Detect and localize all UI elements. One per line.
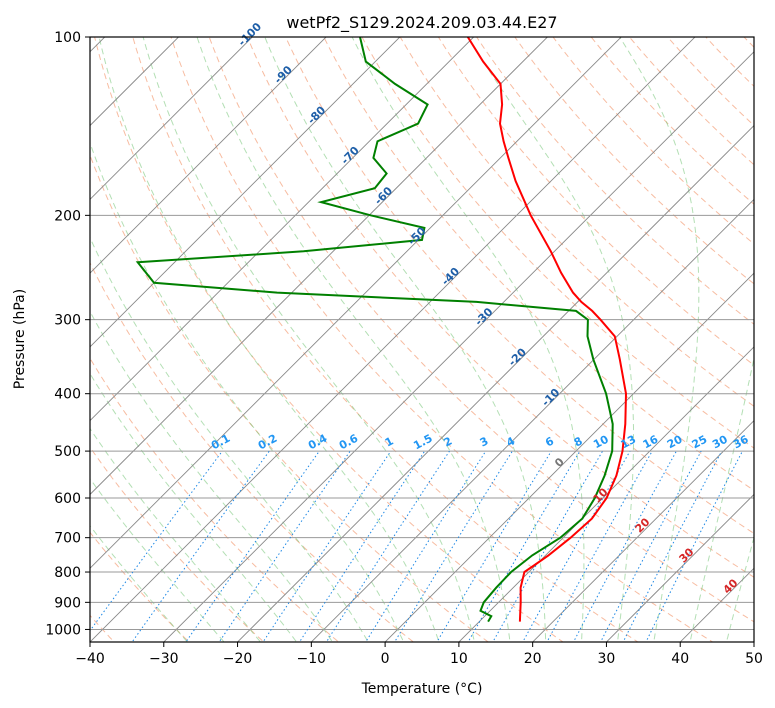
mixing-ratio-label: 25 [690,433,710,452]
moist-adiabat [90,372,298,642]
moist-adiabat [619,37,700,642]
y-axis: 1000 900 800 700 600 500 400 300 200 100 [45,30,90,638]
isotherm-line [90,37,253,200]
y-tick-label: 1000 [45,622,81,638]
y-tick-label: 500 [54,444,81,460]
y-tick-label: 200 [54,208,81,224]
isotherm-line [90,37,327,274]
isotherm-line [532,420,754,642]
moist-adiabat [90,141,405,642]
y-tick-label: 100 [54,30,81,46]
moist-adiabat [467,37,634,642]
mixing-ratio-label: 10 [591,433,611,452]
x-tick-label: −40 [75,651,105,667]
mixing-ratio-line [436,450,552,642]
moist-adiabat [351,37,585,642]
moist-adiabat [725,535,754,642]
mixing-ratio-line [492,450,604,642]
dry-adiabat [437,37,754,366]
mixing-ratio-line [394,450,513,642]
moist-adiabat [90,310,334,642]
mixing-ratio-line [365,450,487,642]
moist-adiabat [90,236,369,642]
moist-adiabat [142,37,476,642]
mixing-ratio-label: 20 [665,433,685,452]
mixing-ratio-line [90,450,223,632]
mixing-ratio-label: 36 [731,433,751,452]
chart-title: wetPf2_S129.2024.209.03.44.E27 [286,13,557,33]
isotherm-line [90,37,622,569]
x-tick-label: 10 [450,651,468,667]
dry-adiabat [170,37,714,642]
dry-adiabat [246,37,754,578]
isotherm-line [90,37,475,422]
mixing-ratio-line [546,450,653,642]
y-tick-label: 300 [54,313,81,329]
plot-frame [89,36,755,643]
mixing-ratio-line [262,450,392,642]
y-axis-label: Pressure (hPa) [12,289,28,389]
moist-adiabat [90,427,262,642]
x-tick-label: 30 [598,651,616,667]
isotherm-line [384,272,754,642]
isotherm-line [90,37,401,348]
mixing-ratio-line [325,450,450,642]
mixing-ratio-line [218,450,351,642]
profiles [135,37,628,623]
moist-adiabat [264,37,547,642]
mixing-ratio-label: 16 [641,433,661,452]
dry-adiabat [90,357,340,642]
dewpoint-profile-line [135,37,614,623]
isotherm-line [90,37,549,496]
dry-adiabat [208,37,754,623]
x-tick-label: 20 [524,651,542,667]
y-tick-label: 700 [54,531,81,547]
moist-adiabat [98,37,440,642]
isotherm-line [458,346,754,642]
background-lines [90,37,754,642]
dry-adiabat [90,446,265,642]
dry-adiabat [476,37,754,325]
x-axis: −40 −30 −20 −10 0 10 20 30 40 50 [75,642,763,667]
dry-adiabat [90,261,415,642]
dry-adiabat [361,37,754,449]
isotherm-line [236,124,754,642]
dry-adiabat [132,37,639,642]
x-tick-label: 40 [671,651,689,667]
x-tick-label: 0 [381,651,390,667]
y-tick-label: 400 [54,387,81,403]
isotherm-line [605,493,754,642]
x-tick-label: 50 [745,651,763,667]
y-tick-label: 900 [54,595,81,611]
mixing-ratio-label: 30 [710,433,730,452]
mixing-ratio-line [572,450,677,642]
mixing-ratio-line [600,450,702,642]
dry-adiabat [399,37,754,407]
isotherm-line [90,37,696,642]
moist-adiabat [90,477,225,642]
moist-adiabat [196,37,511,642]
dry-adiabat [90,531,190,642]
mixing-ratio-line [298,450,426,642]
x-tick-label: −30 [149,651,179,667]
x-tick-label: −20 [223,651,253,667]
x-tick-label: −10 [297,651,327,667]
moist-adiabat [689,356,754,642]
temperature-profile-line [466,37,628,622]
dry-adiabat [285,37,754,535]
mixing-ratio-line [467,450,581,642]
y-tick-label: 600 [54,491,81,507]
y-tick-label: 800 [54,565,81,581]
x-axis-label: Temperature (°C) [361,681,483,697]
mixing-ratio-line [131,450,270,642]
isotherm-line [163,51,754,642]
mixing-ratio-label: 13 [619,433,639,452]
